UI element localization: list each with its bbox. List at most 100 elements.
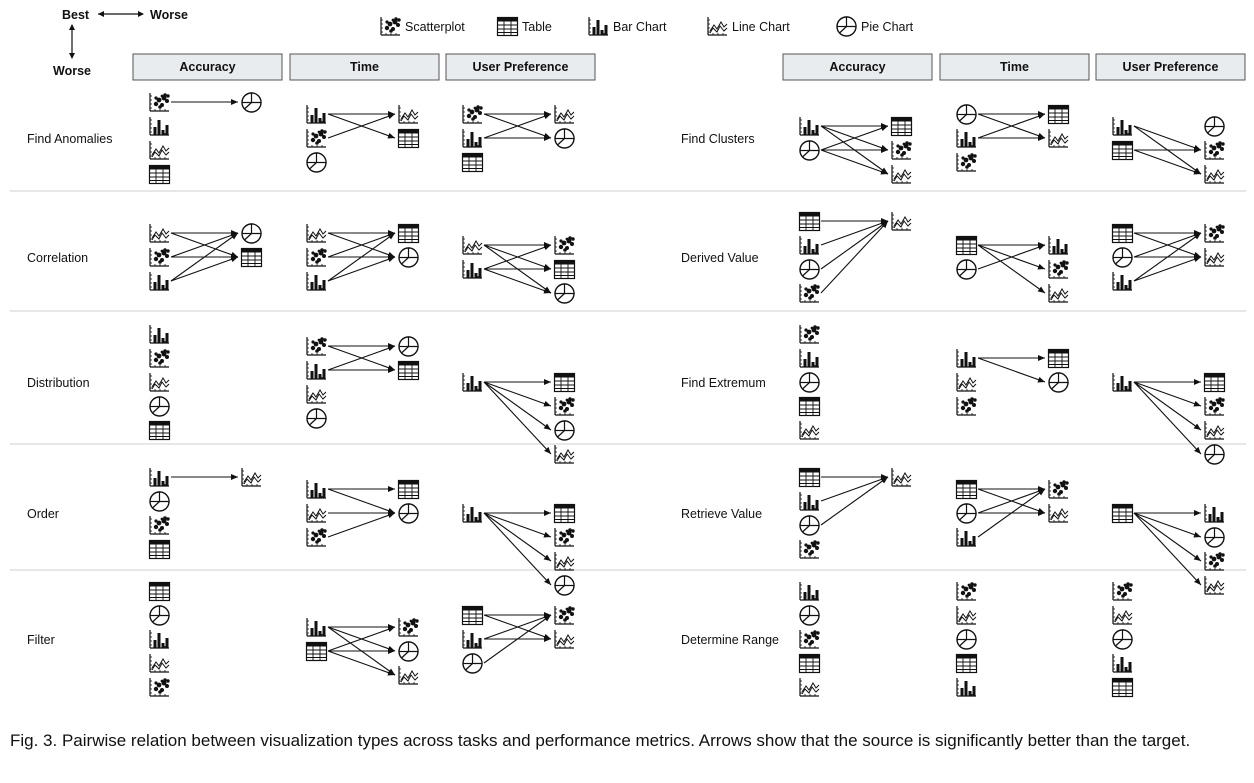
line-icon (1112, 606, 1133, 625)
relation-arrow (170, 232, 239, 282)
header-label: User Preference (1123, 60, 1219, 74)
relation-arrow (977, 357, 1046, 383)
cell-accuracy (148, 325, 171, 441)
pie-icon (554, 575, 575, 596)
bar-icon (1112, 272, 1132, 291)
relation-arrow (327, 512, 396, 538)
bar-icon (149, 630, 169, 649)
bar-icon (149, 468, 169, 487)
pie-icon (149, 605, 170, 626)
relation-arrow (483, 244, 552, 270)
line-icon (306, 224, 327, 243)
scatter-icon (956, 153, 977, 172)
cell-user-preference (1111, 223, 1225, 291)
line-icon (799, 421, 820, 440)
table-icon (1047, 104, 1070, 125)
scatter-icon (799, 540, 820, 559)
scatter-icon (1204, 141, 1225, 160)
scatter-icon (149, 678, 170, 697)
line-icon (1048, 284, 1069, 303)
relation-arrow (1133, 512, 1202, 562)
relation-arrow (1133, 125, 1202, 151)
scatter-icon (306, 528, 327, 547)
pie-icon (149, 396, 170, 417)
table-icon (553, 503, 576, 524)
legend-label-line: Line Chart (732, 20, 790, 34)
scatter-icon (1048, 260, 1069, 279)
scatter-icon (1048, 480, 1069, 499)
line-icon (554, 445, 575, 464)
relation-arrow (483, 512, 552, 538)
cell-time (955, 479, 1069, 547)
cell-time (956, 348, 1070, 416)
scatter-icon (956, 582, 977, 601)
bar-icon (1112, 117, 1132, 136)
relation-arrow (1133, 256, 1202, 282)
bar-icon (462, 260, 482, 279)
header-label: Accuracy (179, 60, 235, 74)
line-icon (306, 385, 327, 404)
bar-icon (462, 373, 482, 392)
relation-arrow (170, 256, 239, 282)
pie-icon (956, 629, 977, 650)
relation-arrow (1133, 512, 1202, 538)
worse-label-horizontal: Worse (150, 8, 188, 22)
task-row-retrieve-value: Retrieve Value (681, 467, 1225, 595)
task-row-filter: Filter (27, 581, 575, 697)
task-row-find-extremum: Find Extremum (681, 325, 1226, 465)
cell-user-preference (462, 372, 576, 464)
scatter-icon (1204, 552, 1225, 571)
line-icon (1204, 576, 1225, 595)
header-user-preference-2: User Preference (1095, 53, 1246, 81)
task-label: Order (27, 507, 59, 521)
line-icon (1204, 165, 1225, 184)
scatter-icon (1204, 397, 1225, 416)
table-icon (955, 479, 978, 500)
relation-arrow (483, 381, 552, 455)
bar-icon (1112, 654, 1132, 673)
table-icon (148, 164, 171, 185)
pie-icon (799, 605, 820, 626)
pie-icon (398, 503, 419, 524)
legend-label-table: Table (522, 20, 552, 34)
line-icon (149, 654, 170, 673)
pie-icon (554, 420, 575, 441)
relation-arrow (820, 476, 889, 526)
best-worse-legend: Best Worse Worse (53, 8, 188, 78)
relation-arrow (170, 232, 239, 258)
header-time-2: Time (939, 53, 1090, 81)
cell-accuracy (148, 468, 262, 560)
cell-time (306, 479, 420, 547)
task-row-determine-range: Determine Range (681, 582, 1134, 698)
table-icon (1111, 140, 1134, 161)
line-icon (462, 236, 483, 255)
scatter-icon (554, 397, 575, 416)
header-label: Accuracy (829, 60, 885, 74)
line-icon (891, 468, 912, 487)
pie-icon (1204, 444, 1225, 465)
bar-icon (956, 528, 976, 547)
table-icon (798, 653, 821, 674)
cell-accuracy (798, 467, 912, 559)
task-row-distribution: Distribution (27, 325, 576, 464)
header-time-1: Time (289, 53, 440, 81)
header-accuracy-1: Accuracy (132, 53, 283, 81)
pie-icon (1204, 527, 1225, 548)
bar-icon (462, 504, 482, 523)
relation-arrow (327, 626, 396, 652)
table-icon (397, 360, 420, 381)
scatter-icon (799, 325, 820, 344)
pie-icon (956, 259, 977, 280)
line-icon (1204, 421, 1225, 440)
table-icon (798, 211, 821, 232)
bar-icon (799, 117, 819, 136)
task-label: Find Anomalies (27, 132, 112, 146)
pie-icon (398, 336, 419, 357)
relation-arrow (820, 149, 889, 175)
bar-icon (306, 618, 326, 637)
cell-accuracy (149, 223, 263, 291)
table-icon (397, 479, 420, 500)
relation-arrow (483, 268, 552, 294)
figure-caption: Fig. 3. Pairwise relation between visual… (10, 731, 1191, 750)
